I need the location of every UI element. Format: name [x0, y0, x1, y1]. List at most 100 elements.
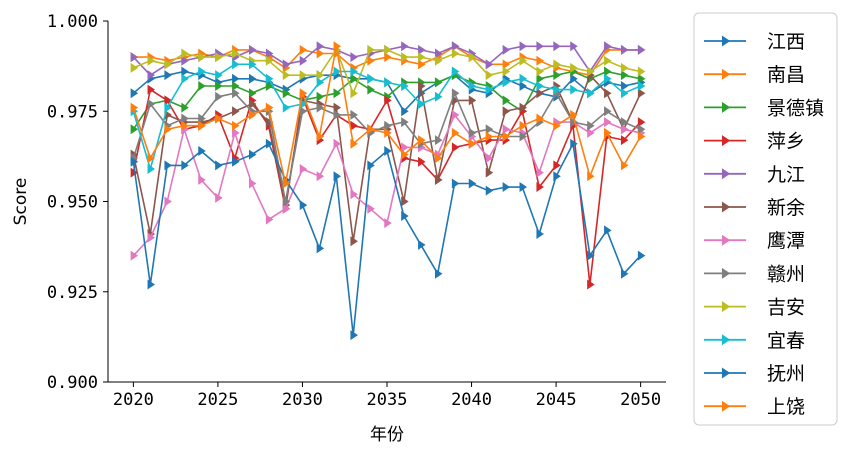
- data-point: [434, 153, 443, 164]
- data-point: [519, 55, 528, 66]
- data-point: [620, 124, 629, 135]
- data-point: [604, 127, 612, 138]
- data-point: [350, 120, 358, 131]
- data-point: [282, 203, 291, 214]
- data-point: [130, 156, 139, 167]
- legend-entry: 吉安: [704, 297, 805, 319]
- data-point: [282, 178, 291, 189]
- data-point: [198, 66, 206, 77]
- data-point: [553, 41, 561, 52]
- data-point: [587, 66, 595, 77]
- legend-entry: 新余: [704, 197, 805, 219]
- legend-entry: 九江: [704, 164, 805, 186]
- data-point: [502, 95, 511, 106]
- data-point: [198, 174, 206, 185]
- data-point: [316, 102, 325, 113]
- data-point: [536, 80, 544, 91]
- data-point: [587, 250, 595, 261]
- data-point: [637, 73, 646, 84]
- legend-label: 江西: [767, 31, 805, 53]
- data-point: [265, 55, 274, 66]
- y-tick-label: 0.900: [47, 373, 98, 393]
- data-point: [147, 70, 156, 81]
- y-tick-label: 0.975: [47, 102, 98, 122]
- legend-marker: [721, 367, 731, 379]
- data-point: [637, 88, 646, 99]
- legend-label: 萍乡: [767, 131, 805, 153]
- data-point: [350, 52, 358, 63]
- legend-entry: 鹰潭: [704, 230, 805, 252]
- series-2: [130, 41, 646, 81]
- series-5: [130, 41, 646, 81]
- data-point: [282, 196, 291, 207]
- data-point: [502, 131, 511, 142]
- data-point: [401, 210, 409, 221]
- data-point: [232, 88, 240, 99]
- legend-entry: 萍乡: [704, 131, 805, 153]
- data-point: [401, 52, 409, 63]
- data-point: [265, 80, 274, 91]
- data-point: [164, 59, 172, 70]
- data-point: [232, 73, 240, 84]
- data-point: [418, 99, 426, 110]
- data-point: [418, 80, 426, 91]
- data-point: [316, 243, 325, 254]
- data-point: [384, 44, 392, 55]
- data-point: [384, 145, 392, 156]
- data-point: [232, 106, 240, 117]
- data-point: [401, 196, 409, 207]
- x-tick-label: 2035: [367, 390, 408, 410]
- data-point: [248, 44, 257, 55]
- data-point: [570, 109, 578, 120]
- series-line: [132, 142, 642, 336]
- legend-label: 赣州: [767, 263, 805, 285]
- data-point: [587, 120, 595, 131]
- data-point: [181, 48, 189, 59]
- data-point: [316, 91, 325, 102]
- data-point: [536, 66, 544, 77]
- data-point: [451, 127, 460, 138]
- legend-entry: 南昌: [704, 64, 805, 86]
- series-3: [130, 66, 646, 135]
- data-point: [485, 185, 494, 196]
- series-9: [130, 44, 646, 99]
- legend-entry: 宜春: [704, 330, 805, 352]
- data-point: [232, 59, 240, 70]
- legend-label: 抚州: [767, 363, 805, 385]
- data-point: [384, 127, 392, 138]
- data-point: [434, 268, 443, 279]
- data-point: [620, 44, 629, 55]
- data-point: [248, 88, 257, 99]
- legend-label: 九江: [767, 164, 805, 186]
- data-point: [620, 62, 629, 73]
- data-point: [333, 102, 342, 113]
- data-point: [181, 66, 189, 77]
- data-point: [164, 70, 172, 81]
- data-point: [502, 44, 511, 55]
- data-point: [299, 44, 308, 55]
- data-point: [434, 135, 443, 146]
- data-point: [198, 113, 206, 124]
- data-point: [265, 73, 274, 84]
- data-point: [384, 52, 392, 63]
- data-point: [350, 66, 358, 77]
- data-point: [451, 95, 460, 106]
- data-point: [418, 156, 426, 167]
- data-point: [502, 124, 511, 135]
- data-point: [502, 66, 511, 77]
- data-point: [604, 117, 612, 128]
- data-point: [232, 156, 240, 167]
- data-point: [604, 73, 612, 84]
- data-point: [434, 55, 443, 66]
- data-point: [401, 117, 409, 128]
- data-point: [519, 73, 528, 84]
- legend-marker: [721, 400, 731, 412]
- data-point: [451, 48, 460, 59]
- x-axis-label: 年份: [370, 425, 404, 445]
- data-point: [604, 55, 612, 66]
- x-tick-label: 2020: [113, 390, 154, 410]
- legend-entry: 赣州: [704, 263, 805, 285]
- data-point: [434, 91, 443, 102]
- data-point: [265, 102, 274, 113]
